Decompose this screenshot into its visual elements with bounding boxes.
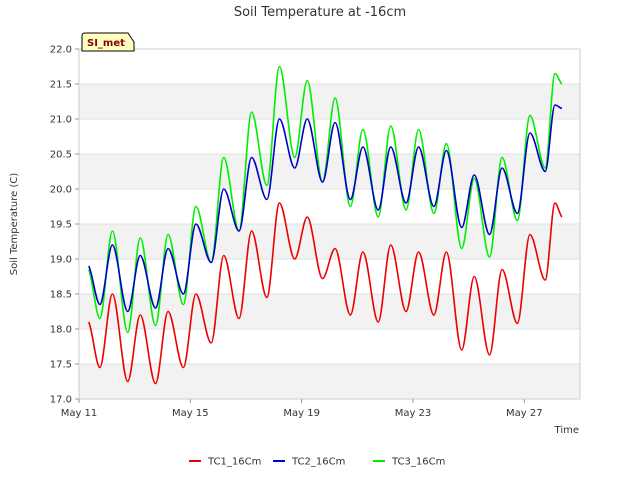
series-line-tc2_16cm [88,104,563,313]
y-tick-label: 18.0 [50,325,72,336]
legend: TC1_16Cm TC2_16Cm TC3_16Cm [189,457,445,468]
y-axis-ticks: 17.0 17.5 18.0 18.5 19.0 19.5 20.0 20.5 21.0 21.5… [50,45,79,406]
band-8 [79,84,580,119]
x-tick-label: May 15 [172,408,209,419]
x-tick-label: May 27 [506,408,543,419]
x-axis-label: Time [554,425,579,436]
series-layer [87,65,563,385]
y-tick-label: 18.5 [50,290,72,301]
legend-label: TC2_16Cm [291,457,345,468]
y-axis-label: Soil Temperature (C) [9,173,20,276]
y-tick-label: 21.5 [50,80,72,91]
x-tick-label: May 19 [283,408,320,419]
site-badge: SI_met [81,32,135,52]
site-badge-box [81,32,135,52]
legend-item-tc3_16cm: TC3_16Cm [373,457,445,468]
band-6 [79,154,580,189]
legend-label: TC3_16Cm [391,457,445,468]
band-9 [79,49,580,84]
band-4 [79,224,580,259]
site-badge-label: SI_met [87,38,125,49]
band-0 [79,364,580,399]
y-tick-label: 20.0 [50,185,72,196]
y-tick-label: 21.0 [50,115,72,126]
band-1 [79,329,580,364]
y-tick-label: 22.0 [50,45,72,56]
x-axis-ticks: May 11 May 15 May 19 May 23 May 27 [61,399,543,419]
x-tick-label: May 23 [395,408,432,419]
y-tick-label: 19.5 [50,220,72,231]
y-tick-label: 17.0 [50,395,72,406]
band-5 [79,189,580,224]
y-tick-label: 20.5 [50,150,72,161]
x-tick-label: May 11 [61,408,98,419]
chart-title: Soil Temperature at -16cm [234,5,406,20]
legend-label: TC1_16Cm [207,457,261,468]
y-tick-label: 19.0 [50,255,72,266]
legend-item-tc2_16cm: TC2_16Cm [273,457,345,468]
legend-item-tc1_16cm: TC1_16Cm [189,457,261,468]
series-line-tc1_16cm [87,202,563,385]
y-tick-label: 17.5 [50,360,72,371]
